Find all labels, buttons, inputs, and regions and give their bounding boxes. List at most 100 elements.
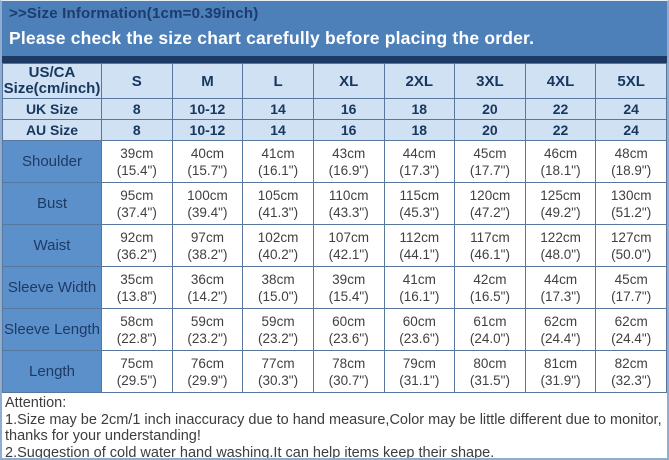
measurement-cm-value: 75cm [120,355,154,371]
banner: >>Size Information(1cm=0.39inch) Please … [2,1,667,56]
measurement-cm-value: 115cm [399,187,440,203]
measurement-cell: 46cm (18.1") [524,140,597,183]
measurement-cm-value: 130cm [610,187,652,203]
measurement-cell: 110cm (43.3") [312,182,385,225]
measurement-cell: 105cm (41.3") [242,182,314,225]
measurement-cell: 122cm (48.0") [524,224,597,267]
measurement-cm-value: 100cm [187,187,228,203]
corner-header-cell: US/CA Size(cm/inch) [2,63,102,99]
measurement-inch-value: (50.0") [611,246,652,262]
corner-line-2: Size(cm/inch) [3,80,101,97]
measurement-inch-value: (24.0") [469,330,510,346]
region-row-label: UK Size [2,98,102,120]
measurement-cell: 76cm (29.9") [171,350,244,393]
measurement-cell: 38cm (15.0") [242,266,314,309]
measurement-inch-value: (31.1") [399,372,440,388]
measurement-inch-value: (17.7") [469,162,510,178]
measurement-inch-value: (38.2") [187,246,228,262]
measurement-cell: 120cm (47.2") [454,182,526,225]
measurement-cm-value: 61cm [473,313,507,329]
measurement-cell: 81cm (31.9") [524,350,597,393]
size-column-header: 3XL [454,63,526,99]
measurement-inch-value: (16.5") [469,288,510,304]
region-size-value: 8 [101,98,173,120]
size-chart-table-body: US/CA Size(cm/inch) S M L XL 2XL 3XL 4XL 5XL UK Si… [2,63,667,393]
measurement-cm-value: 77cm [261,355,295,371]
measurement-inch-value: (18.9") [611,162,652,178]
measurement-cm-value: 81cm [544,355,578,371]
measurement-cell: 40cm (15.7") [171,140,244,183]
region-size-value: 20 [454,98,526,120]
measurement-cm-value: 78cm [332,355,366,371]
region-row-label: AU Size [2,119,102,141]
measurement-cm-value: 35cm [120,271,154,287]
measurement-cell: 41cm (16.1") [383,266,456,309]
measurement-cm-value: 59cm [261,313,295,329]
measurement-inch-value: (29.5") [116,372,157,388]
measurement-cm-value: 122cm [540,229,581,245]
size-column-header: L [242,63,314,99]
measurement-cell: 127cm (50.0") [595,224,667,267]
measurement-row-label: Waist [2,224,102,267]
measurement-row-label: Shoulder [2,140,102,183]
region-size-value: 10-12 [171,119,244,141]
measurement-cm-value: 43cm [332,145,366,161]
measurement-cm-value: 80cm [473,355,507,371]
measurement-cell: 112cm (44.1") [383,224,456,267]
measurement-cm-value: 44cm [544,271,578,287]
measurement-cm-value: 41cm [261,145,295,161]
measurement-inch-value: (16.1") [258,162,299,178]
region-size-value: 14 [242,98,314,120]
region-size-value: 22 [524,98,597,120]
measurement-cell: 58cm (22.8") [101,308,173,351]
measurement-cell: 92cm (36.2") [101,224,173,267]
measurement-inch-value: (23.6") [399,330,440,346]
region-size-value: 22 [524,119,597,141]
measurement-cm-value: 40cm [190,145,224,161]
measurement-cm-value: 62cm [614,313,648,329]
measurement-cell: 36cm (14.2") [171,266,244,309]
region-size-value: 8 [101,119,173,141]
measurement-cm-value: 39cm [332,271,366,287]
measurement-inch-value: (44.1") [399,246,440,262]
measurement-cell: 130cm (51.2") [595,182,667,225]
measurement-cm-value: 102cm [257,229,299,245]
measurement-cell: 59cm (23.2") [242,308,314,351]
region-size-row: AU Size 8 10-12 14 16 18 20 22 24 [2,119,667,141]
measurement-inch-value: (48.0") [540,246,581,262]
measurement-cm-value: 42cm [473,271,507,287]
measurement-inch-value: (36.2") [116,246,157,262]
region-size-value: 14 [242,119,314,141]
measurement-inch-value: (30.7") [328,372,369,388]
measurement-cell: 35cm (13.8") [101,266,173,309]
measurement-cell: 79cm (31.1") [383,350,456,393]
measurement-cell: 77cm (30.3") [242,350,314,393]
measurement-inch-value: (31.9") [540,372,581,388]
measurement-cell: 60cm (23.6") [383,308,456,351]
measurement-cell: 62cm (24.4") [524,308,597,351]
measurement-inch-value: (14.2") [187,288,228,304]
size-column-header: M [171,63,244,99]
size-column-header: XL [312,63,385,99]
measurement-cell: 125cm (49.2") [524,182,597,225]
measurement-cm-value: 82cm [614,355,648,371]
measurement-inch-value: (45.3") [399,204,440,220]
measurement-cm-value: 107cm [328,229,369,245]
measurement-row: Shoulder 39cm (15.4") 40cm (15.7") 41cm (16.1"… [2,140,667,183]
measurement-cell: 42cm (16.5") [454,266,526,309]
measurement-inch-value: (15.4") [328,288,369,304]
measurement-cm-value: 59cm [190,313,224,329]
measurement-inch-value: (42.1") [328,246,369,262]
measurement-cell: 43cm (16.9") [312,140,385,183]
measurement-cm-value: 44cm [402,145,436,161]
corner-line-1: US/CA [28,64,76,81]
measurement-cm-value: 120cm [469,187,511,203]
measurement-inch-value: (15.4") [116,162,157,178]
measurement-row: Bust 95cm (37.4") 100cm (39.4") 105cm (41.3") 1… [2,182,667,225]
attention-note-2: 2.Suggestion of cold water hand washing.… [5,444,495,460]
measurement-cm-value: 127cm [610,229,652,245]
measurement-cm-value: 46cm [544,145,578,161]
region-size-value: 10-12 [171,98,244,120]
measurement-cell: 44cm (17.3") [524,266,597,309]
measurement-cm-value: 105cm [257,187,299,203]
